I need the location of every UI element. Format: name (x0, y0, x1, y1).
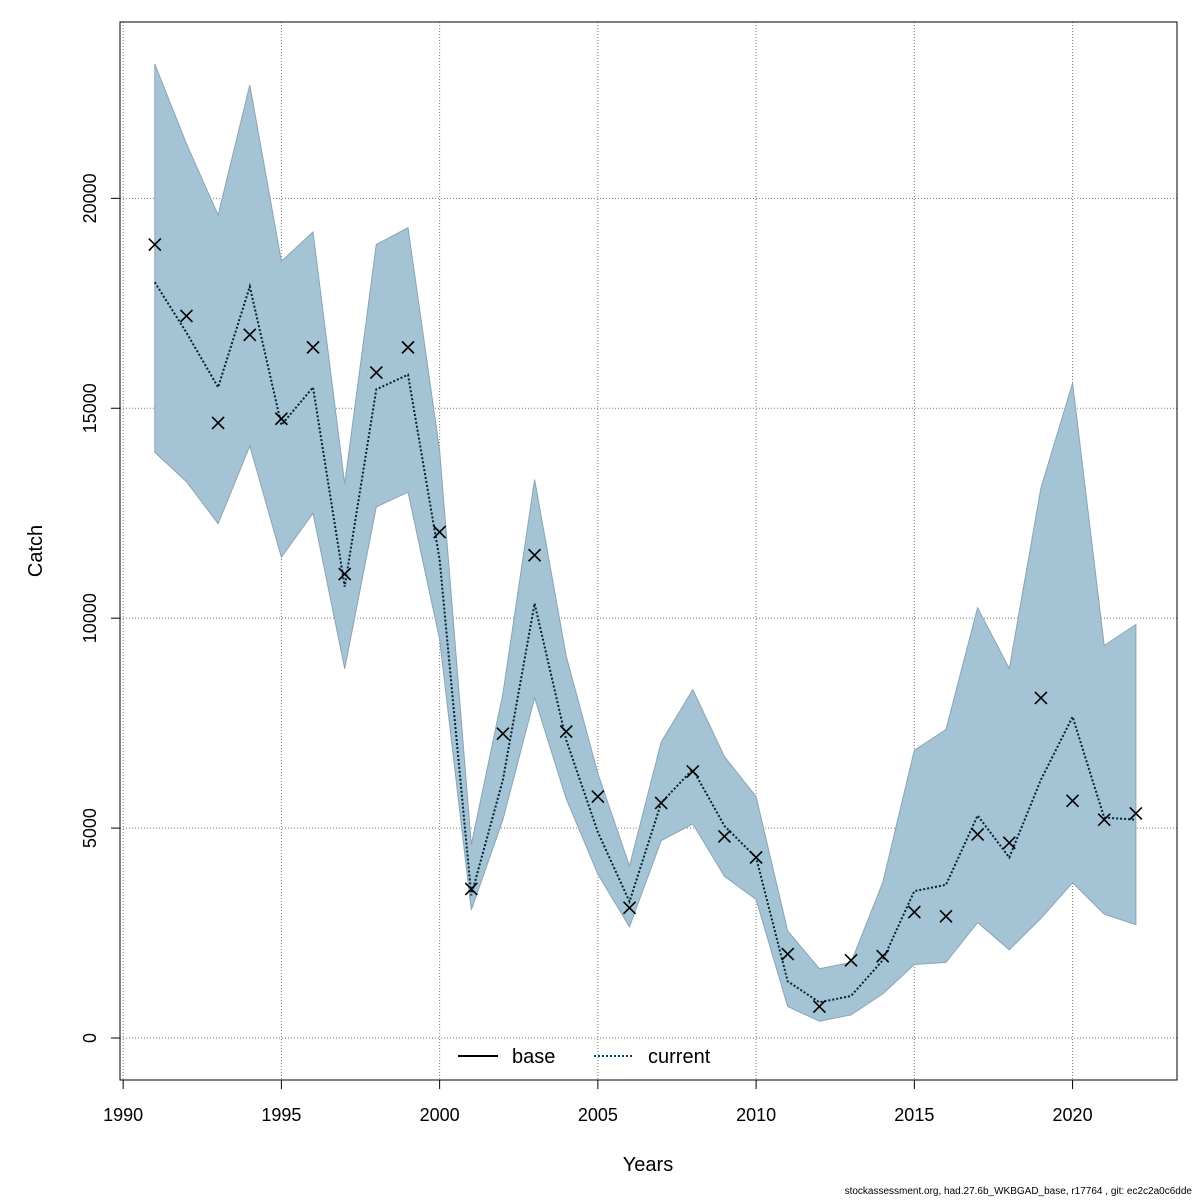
legend-current-label: current (648, 1046, 711, 1068)
current-series-line (153, 281, 1136, 1004)
observed-point-2000 (433, 525, 447, 539)
observed-point-2002 (496, 727, 510, 741)
observed-point-2019 (1034, 691, 1048, 705)
observed-point-2015 (907, 905, 921, 919)
y-tick-label-0: 0 (80, 1033, 100, 1043)
observed-point-1993 (211, 416, 225, 430)
x-tick-label-2005: 2005 (578, 1105, 618, 1125)
y-tick-label-15000: 15000 (80, 383, 100, 433)
observed-point-1996 (306, 340, 320, 354)
observed-point-1995 (274, 412, 288, 426)
observed-point-1997 (338, 567, 352, 581)
observed-points-layer (148, 237, 1143, 1014)
confidence-band (154, 63, 1137, 1022)
x-tick-label-2010: 2010 (736, 1105, 776, 1125)
x-tick-label-2015: 2015 (894, 1105, 934, 1125)
observed-point-2004 (559, 724, 573, 739)
x-axis: 1990 1995 2000 2005 2010 2015 2020 (103, 1079, 1093, 1125)
observed-point-2016 (939, 909, 953, 923)
observed-point-2005 (591, 790, 605, 804)
observed-point-2017 (971, 827, 985, 841)
observed-point-2009 (717, 829, 732, 844)
observed-point-2008 (686, 764, 700, 778)
observed-point-2001 (464, 882, 478, 896)
observed-point-2010 (749, 850, 763, 865)
x-axis-title: Years (623, 1154, 673, 1176)
observed-point-2003 (528, 548, 542, 562)
observed-point-2013 (844, 953, 858, 967)
observed-point-2014 (876, 949, 890, 963)
observed-point-1992 (179, 309, 194, 323)
y-tick-label-20000: 20000 (80, 173, 100, 223)
observed-point-2021 (1097, 813, 1111, 827)
observed-point-2020 (1066, 794, 1080, 808)
legend-base-label: base (512, 1046, 555, 1068)
confidence-band-layer (154, 63, 1137, 1022)
observed-point-2006 (622, 901, 637, 915)
observed-point-1999 (401, 340, 415, 354)
legend: base current (458, 1046, 711, 1068)
y-tick-label-10000: 10000 (80, 593, 100, 643)
observed-point-2011 (781, 947, 795, 961)
y-axis-title: Catch (25, 525, 47, 577)
observed-point-2012 (812, 999, 826, 1014)
x-tick-label-1995: 1995 (261, 1105, 301, 1125)
observed-point-1994 (243, 328, 257, 342)
x-tick-label-2000: 2000 (420, 1105, 460, 1125)
y-axis: 0 5000 10000 15000 20000 (80, 173, 121, 1043)
current-line-layer (153, 281, 1136, 1004)
observed-point-2018 (1002, 836, 1016, 850)
x-tick-label-2020: 2020 (1053, 1105, 1093, 1125)
x-tick-label-1990: 1990 (103, 1105, 143, 1125)
observed-point-2022 (1129, 806, 1143, 820)
observed-point-1998 (369, 366, 383, 380)
observed-point-2007 (654, 796, 668, 810)
observed-point-1991 (148, 237, 162, 252)
y-tick-label-5000: 5000 (80, 808, 100, 848)
footnote: stockassessment.org, had.27.6b_WKBGAD_ba… (844, 1186, 1192, 1197)
